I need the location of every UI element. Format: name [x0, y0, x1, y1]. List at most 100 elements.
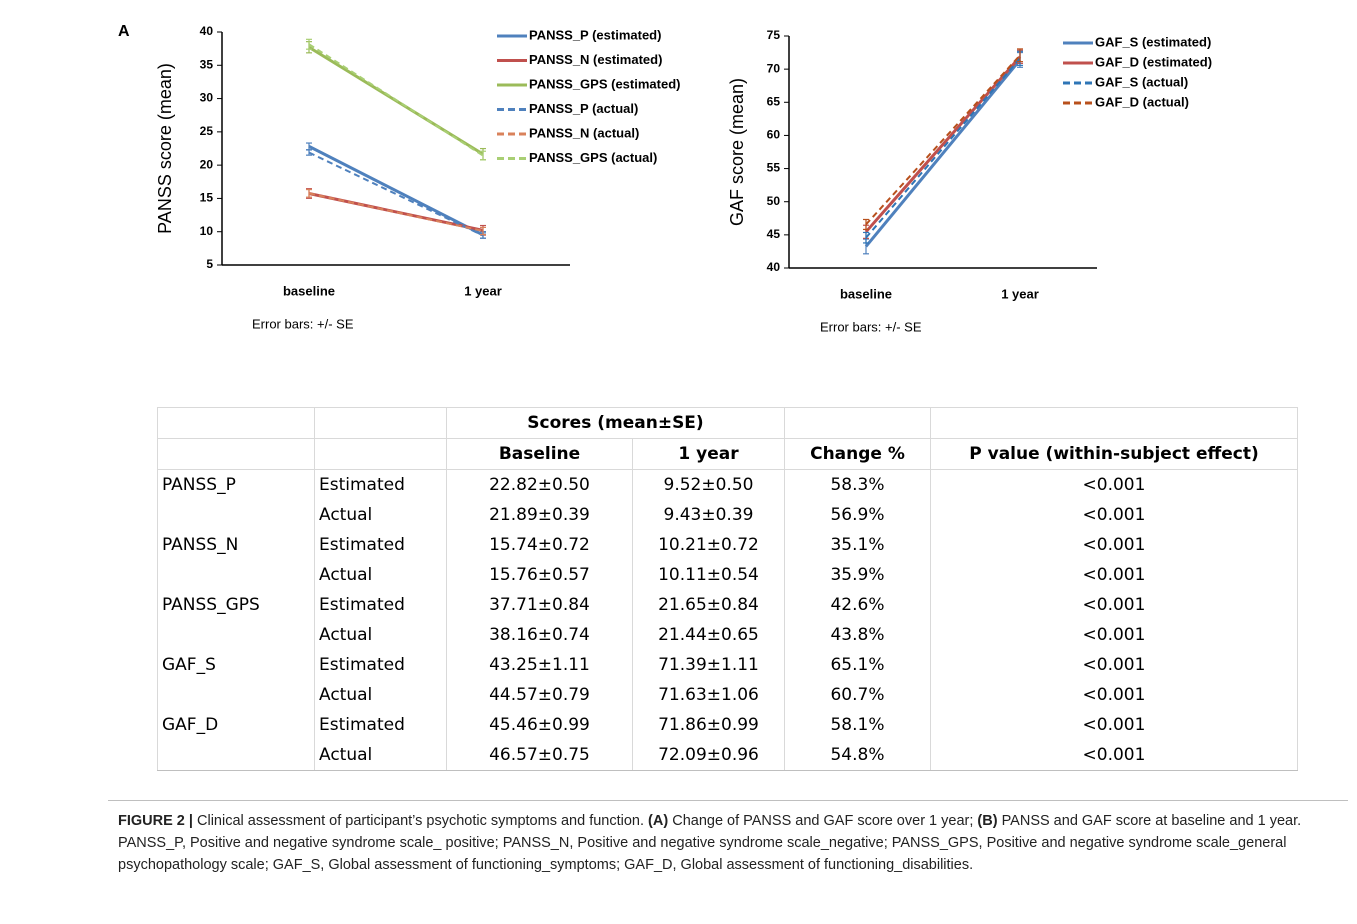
table-cell: 71.63±1.06: [632, 680, 785, 710]
table-cell: <0.001: [930, 620, 1298, 650]
table-cell: <0.001: [930, 680, 1298, 710]
error-bar: [480, 150, 486, 161]
error-bar: [863, 231, 869, 244]
table-cell: Estimated: [314, 590, 447, 620]
header-cell: [157, 407, 315, 439]
y-tick-label: 20: [200, 157, 214, 171]
table-cell: 38.16±0.74: [446, 620, 633, 650]
group-name: GAF_D: [157, 710, 315, 740]
table-cell: Actual: [314, 740, 447, 771]
note: Error bars: +/- SE: [252, 316, 354, 331]
y-tick-label: 10: [200, 224, 214, 238]
table-cell: <0.001: [930, 740, 1298, 771]
table-cell: <0.001: [930, 590, 1298, 620]
header-cell: [314, 407, 447, 439]
table-row: Actual 38.16±0.74 21.44±0.65 43.8% <0.001: [157, 620, 1298, 650]
table-cell: Actual: [314, 680, 447, 710]
column-header: Baseline: [446, 438, 633, 470]
table-cell: 45.46±0.99: [446, 710, 633, 740]
header-cell: [784, 407, 931, 439]
table-row: Actual 44.57±0.79 71.63±1.06 60.7% <0.001: [157, 680, 1298, 710]
panel-label: A: [118, 23, 130, 40]
table-cell: 22.82±0.50: [446, 469, 633, 500]
caption: FIGURE 2 | Clinical assessment of partic…: [118, 810, 1343, 876]
table-cell: 60.7%: [784, 680, 931, 710]
series-line: [308, 145, 484, 237]
group-name: PANSS_P: [157, 469, 315, 500]
table-cell: <0.001: [930, 710, 1298, 740]
caption-rule: [108, 800, 1348, 801]
empty-cell: [157, 620, 315, 650]
table-cell: 9.43±0.39: [632, 500, 785, 530]
legend-label: GAF_S (estimated): [1095, 34, 1211, 49]
error-bar: [306, 149, 312, 156]
table-cell: 21.65±0.84: [632, 590, 785, 620]
series-line: [308, 192, 484, 232]
series-line: [865, 54, 1021, 226]
y-tick-label: 40: [767, 260, 781, 274]
y-tick-label: 75: [767, 28, 781, 42]
caption-text: Change of PANSS and GAF score over 1 yea…: [668, 813, 978, 829]
table-cell: <0.001: [930, 560, 1298, 590]
y-tick-label: 40: [200, 24, 214, 38]
column-header: Change %: [784, 438, 931, 470]
x-tick-label: baseline: [283, 283, 335, 298]
table-row: PANSS_GPS Estimated 37.71±0.84 21.65±0.84 42…: [157, 590, 1298, 620]
table-row: Actual 21.89±0.39 9.43±0.39 56.9% <0.001: [157, 500, 1298, 530]
y-tick-label: 55: [767, 161, 781, 175]
column-header: 1 year: [632, 438, 785, 470]
table-cell: 46.57±0.75: [446, 740, 633, 771]
legend-label: PANSS_GPS (estimated): [529, 76, 680, 91]
empty-cell: [157, 680, 315, 710]
caption-text: PANSS and GAF score at baseline and 1 ye…: [118, 813, 1302, 873]
empty-cell: [157, 500, 315, 530]
table-cell: Estimated: [314, 650, 447, 680]
results-table: Scores (mean±SE) Baseline 1 year Change % P …: [157, 407, 1298, 771]
table-cell: 43.8%: [784, 620, 931, 650]
table-cell: 58.1%: [784, 710, 931, 740]
y-tick-label: 45: [767, 227, 781, 241]
table-cell: Estimated: [314, 530, 447, 560]
legend-label: PANSS_P (actual): [529, 101, 638, 116]
table-cell: 43.25±1.11: [446, 650, 633, 680]
table-row: PANSS_N Estimated 15.74±0.72 10.21±0.72 35.1…: [157, 530, 1298, 560]
series-line: [864, 58, 1022, 248]
note: Error bars: +/- SE: [820, 319, 922, 334]
error-bar: [863, 218, 869, 231]
series-line: [308, 151, 484, 237]
table-cell: 35.9%: [784, 560, 931, 590]
y-tick-label: 35: [200, 57, 214, 71]
table-cell: 71.39±1.11: [632, 650, 785, 680]
y-tick-label: 5: [206, 257, 213, 271]
table-cell: <0.001: [930, 469, 1298, 500]
table-cell: 15.76±0.57: [446, 560, 633, 590]
y-axis-label: PANSS score (mean): [155, 63, 175, 234]
table-cell: 65.1%: [784, 650, 931, 680]
table-row: Actual 15.76±0.57 10.11±0.54 35.9% <0.001: [157, 560, 1298, 590]
table-cell: 58.3%: [784, 469, 931, 500]
legend-label: GAF_S (actual): [1095, 74, 1188, 89]
y-tick-label: 30: [200, 91, 214, 105]
header-cell: [157, 438, 315, 470]
table-cell: 54.8%: [784, 740, 931, 771]
table-cell: 21.44±0.65: [632, 620, 785, 650]
table-cell: 9.52±0.50: [632, 469, 785, 500]
group-header: Scores (mean±SE): [446, 407, 785, 439]
table-cell: Actual: [314, 560, 447, 590]
header-cell: [930, 407, 1298, 439]
column-header: P value (within-subject effect): [930, 438, 1298, 470]
error-bar: [1017, 48, 1023, 63]
y-tick-label: 60: [767, 128, 781, 142]
series-line: [308, 43, 484, 157]
table-cell: Estimated: [314, 469, 447, 500]
y-tick-label: 65: [767, 94, 781, 108]
table-row: GAF_S Estimated 43.25±1.11 71.39±1.11 65.1% <…: [157, 650, 1298, 680]
table-cell: 10.11±0.54: [632, 560, 785, 590]
group-name: PANSS_N: [157, 530, 315, 560]
table-cell: 42.6%: [784, 590, 931, 620]
empty-cell: [157, 740, 315, 771]
x-tick-label: 1 year: [1001, 286, 1039, 301]
series-line: [864, 55, 1022, 233]
caption-label: FIGURE 2 |: [118, 813, 193, 829]
